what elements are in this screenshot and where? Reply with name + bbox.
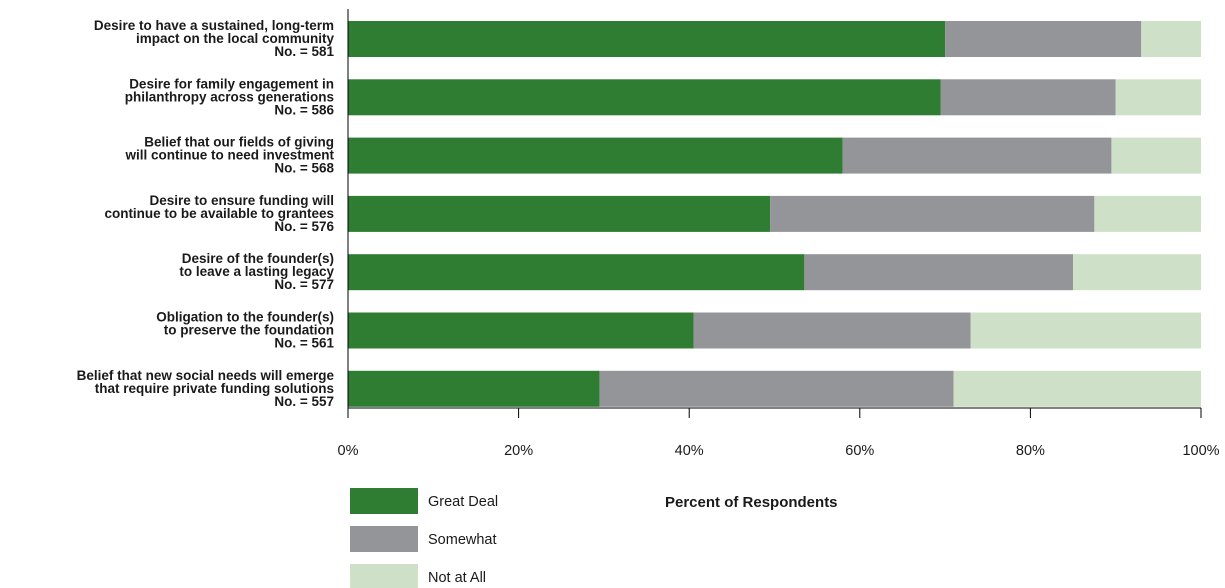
bar-not-at-all-7 bbox=[953, 370, 1201, 407]
bar-great-deal-7 bbox=[348, 370, 600, 407]
category-label-2-line-3: No. = 586 bbox=[274, 102, 334, 117]
bar-somewhat-7 bbox=[599, 370, 954, 407]
bar-somewhat-3 bbox=[842, 137, 1112, 174]
category-label-1-line-3: No. = 581 bbox=[274, 44, 334, 59]
category-label-4-line-2: continue to be available to grantees bbox=[104, 206, 334, 221]
category-label-2-line-2: philanthropy across generations bbox=[125, 89, 334, 104]
bar-not-at-all-4 bbox=[1094, 195, 1202, 232]
x-tick-label-3: 60% bbox=[845, 443, 874, 459]
x-tick-label-5: 100% bbox=[1182, 443, 1219, 459]
legend-label-great-deal: Great Deal bbox=[428, 494, 498, 510]
x-tick-label-1: 20% bbox=[504, 443, 533, 459]
category-label-3-line-1: Belief that our fields of giving bbox=[144, 135, 334, 150]
bar-great-deal-2 bbox=[348, 79, 941, 116]
category-label-5-line-2: to leave a lasting legacy bbox=[179, 264, 334, 279]
category-labels: Desire to have a sustained, long-termimp… bbox=[77, 18, 335, 409]
category-label-3-line-3: No. = 568 bbox=[274, 161, 334, 176]
bar-great-deal-4 bbox=[348, 195, 771, 232]
category-label-4-line-3: No. = 576 bbox=[274, 219, 334, 234]
x-axis-title: Percent of Respondents bbox=[665, 494, 838, 511]
bar-somewhat-4 bbox=[770, 195, 1095, 232]
bar-great-deal-5 bbox=[348, 254, 805, 291]
bar-somewhat-6 bbox=[693, 312, 971, 349]
legend-label-not-at-all: Not at All bbox=[428, 570, 486, 586]
category-label-1-line-1: Desire to have a sustained, long-term bbox=[94, 18, 334, 33]
bar-somewhat-2 bbox=[940, 79, 1116, 116]
category-label-7-line-1: Belief that new social needs will emerge bbox=[77, 368, 335, 383]
x-axis: 0% 20% 40% 60% 80% 100% bbox=[338, 9, 1220, 459]
x-tick-label-0: 0% bbox=[338, 443, 359, 459]
x-tick-label-2: 40% bbox=[675, 443, 704, 459]
bar-great-deal-3 bbox=[348, 137, 843, 174]
bar-great-deal-6 bbox=[348, 312, 694, 349]
category-label-1-line-2: impact on the local community bbox=[136, 31, 335, 46]
legend: Great Deal Somewhat Not at All bbox=[350, 488, 498, 588]
category-label-7-line-2: that require private funding solutions bbox=[95, 381, 334, 396]
category-label-6-line-1: Obligation to the founder(s) bbox=[156, 310, 334, 325]
x-tick-label-4: 80% bbox=[1016, 443, 1045, 459]
bar-somewhat-5 bbox=[804, 254, 1074, 291]
category-label-2-line-1: Desire for family engagement in bbox=[129, 76, 334, 91]
category-label-6-line-2: to preserve the foundation bbox=[164, 323, 334, 338]
bar-somewhat-1 bbox=[945, 21, 1142, 57]
category-label-5-line-3: No. = 577 bbox=[274, 277, 334, 292]
bars-layer bbox=[348, 21, 1202, 407]
bar-not-at-all-2 bbox=[1115, 79, 1201, 116]
bar-not-at-all-3 bbox=[1111, 137, 1201, 174]
category-label-3-line-2: will continue to need investment bbox=[124, 148, 334, 163]
legend-swatch-great-deal bbox=[350, 488, 418, 514]
category-label-4-line-1: Desire to ensure funding will bbox=[149, 193, 334, 208]
category-label-5-line-1: Desire of the founder(s) bbox=[182, 251, 334, 266]
legend-label-somewhat: Somewhat bbox=[428, 532, 497, 548]
legend-swatch-somewhat bbox=[350, 526, 418, 552]
category-label-7-line-3: No. = 557 bbox=[274, 394, 334, 409]
bar-great-deal-1 bbox=[348, 21, 946, 57]
legend-swatch-not-at-all bbox=[350, 564, 418, 588]
category-label-6-line-3: No. = 561 bbox=[274, 336, 334, 351]
bar-not-at-all-6 bbox=[970, 312, 1201, 349]
bar-not-at-all-1 bbox=[1141, 21, 1201, 57]
bar-not-at-all-5 bbox=[1073, 254, 1201, 291]
